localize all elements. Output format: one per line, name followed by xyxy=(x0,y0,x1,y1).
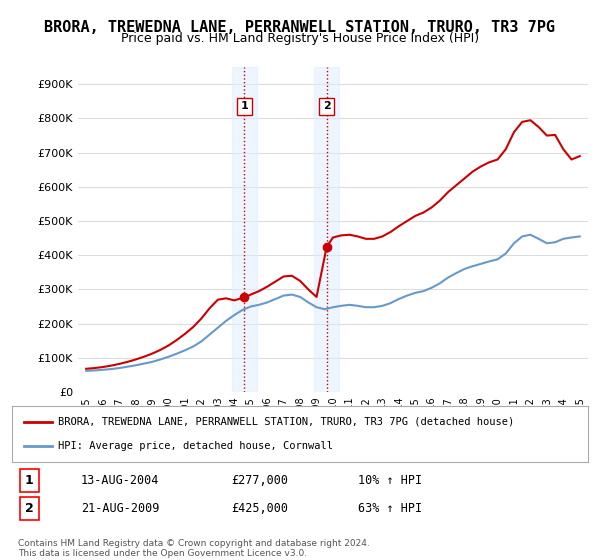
Text: Contains HM Land Registry data © Crown copyright and database right 2024.: Contains HM Land Registry data © Crown c… xyxy=(18,539,370,548)
Text: 1: 1 xyxy=(25,474,34,487)
Bar xyxy=(314,67,339,392)
Text: 10% ↑ HPI: 10% ↑ HPI xyxy=(358,474,422,487)
Text: 13-AUG-2004: 13-AUG-2004 xyxy=(81,474,160,487)
Text: 1: 1 xyxy=(241,101,248,111)
Text: 21-AUG-2009: 21-AUG-2009 xyxy=(81,502,160,515)
Text: HPI: Average price, detached house, Cornwall: HPI: Average price, detached house, Corn… xyxy=(58,441,333,451)
Text: Price paid vs. HM Land Registry's House Price Index (HPI): Price paid vs. HM Land Registry's House … xyxy=(121,32,479,45)
Text: £277,000: £277,000 xyxy=(231,474,288,487)
Text: BRORA, TREWEDNA LANE, PERRANWELL STATION, TRURO, TR3 7PG: BRORA, TREWEDNA LANE, PERRANWELL STATION… xyxy=(44,20,556,35)
Text: 2: 2 xyxy=(323,101,331,111)
Text: BRORA, TREWEDNA LANE, PERRANWELL STATION, TRURO, TR3 7PG (detached house): BRORA, TREWEDNA LANE, PERRANWELL STATION… xyxy=(58,417,514,427)
Text: This data is licensed under the Open Government Licence v3.0.: This data is licensed under the Open Gov… xyxy=(18,549,307,558)
Text: £425,000: £425,000 xyxy=(231,502,288,515)
Text: 2: 2 xyxy=(25,502,34,515)
Text: 63% ↑ HPI: 63% ↑ HPI xyxy=(358,502,422,515)
Bar xyxy=(232,67,257,392)
